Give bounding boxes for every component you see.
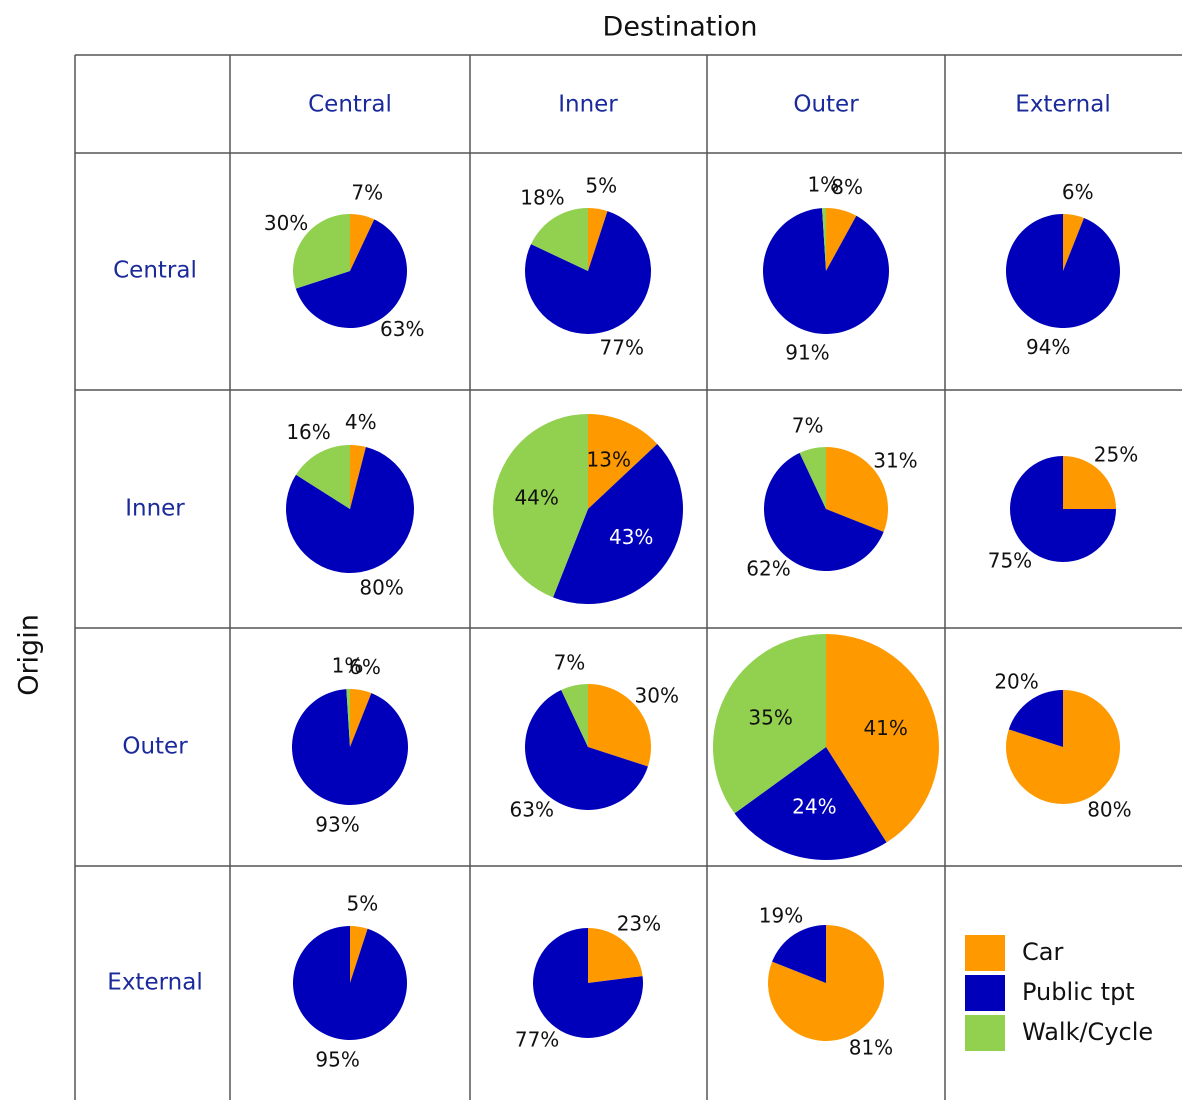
origin-title: Origin [14, 614, 45, 696]
column-header: Inner [558, 92, 618, 118]
pie-slice [1006, 214, 1120, 328]
value-label: 93% [315, 813, 359, 837]
pie-slice [712, 634, 826, 814]
value-label: 19% [759, 903, 803, 927]
value-label: 44% [514, 486, 558, 510]
column-header: Outer [793, 92, 859, 118]
pie-slice [799, 446, 826, 509]
column-header: Central [308, 92, 392, 118]
value-label: 1% [332, 654, 364, 678]
pie-slice [525, 689, 648, 810]
value-label: 41% [863, 716, 907, 740]
row-header: Inner [125, 496, 185, 522]
pie-slice [553, 443, 684, 605]
value-label: 6% [349, 655, 381, 679]
pie-slice [826, 447, 888, 532]
value-label: 18% [520, 186, 564, 210]
value-label: 13% [587, 448, 631, 472]
value-label: 1% [807, 173, 839, 197]
value-label: 25% [1094, 442, 1138, 466]
value-label: 80% [359, 575, 403, 599]
value-label: 7% [351, 180, 383, 204]
pie-slice [295, 219, 407, 328]
pie-slice [295, 445, 350, 509]
pie-slice [763, 208, 889, 335]
pie-slice [492, 414, 588, 598]
pie-slice [1063, 456, 1116, 509]
value-label: 77% [515, 1027, 559, 1051]
legend-swatch [965, 975, 1005, 1011]
value-label: 43% [609, 525, 653, 549]
pie-slice [292, 214, 350, 289]
pie-slice [1010, 456, 1116, 562]
row-header: Central [113, 258, 197, 284]
value-label: 24% [792, 795, 836, 819]
value-label: 94% [1026, 335, 1070, 359]
value-label: 95% [315, 1048, 359, 1072]
value-label: 7% [554, 651, 586, 675]
value-label: 16% [286, 420, 330, 444]
pie-slice [350, 214, 375, 271]
value-label: 62% [746, 557, 790, 581]
value-label: 91% [785, 340, 829, 364]
pie-slice [1006, 690, 1121, 804]
pie-slice [346, 689, 350, 747]
pie-slice [826, 634, 939, 843]
value-label: 8% [831, 175, 863, 199]
destination-title: Destination [603, 12, 758, 43]
row-header: External [107, 970, 202, 996]
pie-slice [525, 211, 651, 335]
pie-slice [588, 414, 658, 509]
column-header: External [1015, 92, 1110, 118]
legend-label: Car [1022, 938, 1063, 966]
value-label: 63% [380, 317, 424, 341]
value-label: 31% [873, 448, 917, 472]
value-label: 75% [988, 549, 1032, 573]
pie-slice [530, 208, 588, 271]
legend-swatch [965, 1015, 1005, 1051]
legend-label: Walk/Cycle [1022, 1018, 1153, 1046]
value-label: 23% [617, 912, 661, 936]
value-label: 4% [345, 410, 377, 434]
pie-slice [772, 925, 826, 983]
pie-slice [588, 928, 643, 983]
value-label: 7% [792, 414, 824, 438]
pie-slice [826, 208, 857, 271]
pie-slice [1063, 214, 1084, 271]
legend-label: Public tpt [1022, 978, 1135, 1006]
value-label: 77% [600, 336, 644, 360]
value-label: 20% [994, 670, 1038, 694]
table-grid [74, 54, 1182, 1100]
pie-slice [561, 684, 588, 747]
pie-slice [350, 689, 372, 747]
row-header: Outer [122, 734, 188, 760]
value-label: 6% [1062, 180, 1094, 204]
value-label: 80% [1087, 797, 1131, 821]
legend-swatch [965, 935, 1005, 971]
pie-slice [734, 747, 887, 861]
pie-slice [763, 452, 884, 571]
pie-slice [293, 926, 408, 1041]
pie-slice [292, 689, 409, 806]
value-label: 30% [264, 211, 308, 235]
pie-slice [588, 684, 651, 767]
value-label: 5% [346, 891, 378, 915]
value-label: 5% [585, 174, 617, 198]
value-label: 63% [510, 797, 554, 821]
value-label: 81% [849, 1036, 893, 1060]
pie-slice [1008, 690, 1063, 747]
pie-slice [822, 208, 826, 271]
pie-slice [532, 928, 643, 1038]
pie-slice [350, 926, 368, 983]
value-label: 30% [635, 684, 679, 708]
pie-slice [286, 447, 414, 573]
pie-slice [350, 445, 366, 509]
pie-slice [588, 208, 608, 271]
value-label: 35% [748, 705, 792, 729]
pie-slice [768, 925, 885, 1041]
